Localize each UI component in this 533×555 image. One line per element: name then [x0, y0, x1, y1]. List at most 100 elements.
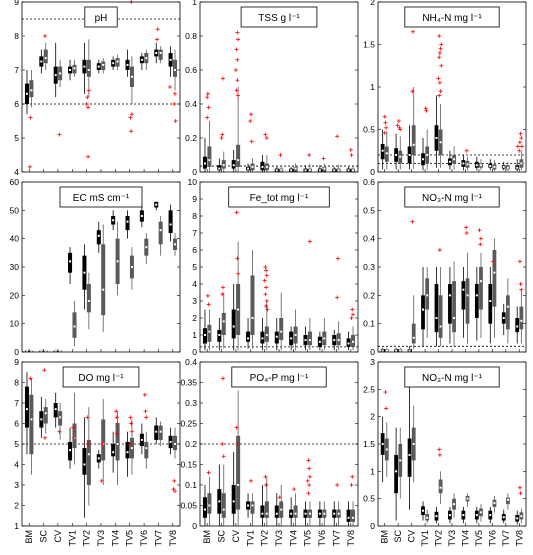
box-tv5-s1: [125, 210, 130, 239]
outlier-marker: [397, 125, 402, 130]
outlier-marker: [234, 425, 239, 430]
panel-title-box: [62, 366, 140, 388]
box-body: [279, 318, 284, 341]
box-body: [250, 501, 255, 514]
y-tick-label: 0: [192, 521, 197, 531]
box-tv6-s1: [317, 331, 322, 351]
box-tv5-s1: [303, 165, 308, 172]
y-tick-label: 1: [14, 521, 19, 531]
x-tick-label: TV3: [447, 530, 457, 547]
y-tick-label: 0.5: [363, 205, 375, 215]
median-marker: [439, 325, 442, 328]
outlier-marker: [70, 425, 75, 430]
median-marker: [44, 412, 47, 415]
outlier-marker: [42, 435, 47, 440]
box-sc-s1: [39, 396, 44, 438]
box-tv1-s1: [68, 59, 73, 81]
panel-title: NO₃-N mg l⁻¹: [422, 193, 483, 204]
box-body: [264, 501, 269, 518]
box-tv6-s1: [317, 165, 322, 172]
median-marker: [489, 514, 492, 517]
median-marker: [506, 166, 509, 169]
box-tv6-s1: [488, 267, 493, 344]
median-marker: [232, 164, 235, 167]
outlier-marker: [205, 91, 210, 96]
outlier-marker: [517, 140, 522, 145]
outlier-marker: [519, 144, 524, 149]
box-body: [438, 295, 443, 338]
outlier-marker: [42, 368, 47, 373]
median-marker: [385, 152, 388, 155]
box-cv-s2: [411, 87, 416, 169]
median-marker: [395, 349, 398, 352]
outlier-marker: [384, 406, 389, 411]
box-body: [173, 59, 178, 77]
median-marker: [261, 512, 264, 515]
box-tv7-s1: [501, 303, 506, 335]
outlier-marker: [349, 483, 354, 487]
outlier-marker: [172, 91, 177, 96]
box-tv3-s1: [448, 506, 452, 524]
box-tv1-s1: [68, 427, 73, 469]
median-marker: [102, 288, 105, 291]
y-tick-label: 2: [14, 501, 19, 511]
x-tick-label: BM: [380, 530, 390, 544]
median-marker: [203, 162, 206, 165]
outlier-marker: [264, 136, 269, 140]
box-tv3-s2: [101, 58, 106, 74]
box-tv8-s2: [519, 150, 524, 171]
box-tv3-s1: [448, 267, 452, 344]
y-tick-label: 0.2: [185, 133, 197, 143]
median-marker: [73, 67, 76, 70]
x-tick-label: BM: [202, 530, 212, 544]
y-tick-label: 0.1: [363, 319, 375, 329]
x-tick-label: BM: [24, 530, 34, 544]
box-tv2-s2: [438, 267, 443, 347]
median-marker: [251, 165, 254, 168]
box-tv4-s2: [293, 493, 298, 526]
y-tick-label: 40: [10, 234, 20, 244]
box-tv5-s1: [303, 326, 308, 351]
box-tv1-s1: [421, 501, 425, 521]
box-tv7-s1: [154, 201, 159, 211]
box-body: [53, 403, 58, 418]
median-marker: [462, 288, 465, 291]
box-tv8-s1: [515, 159, 520, 172]
y-tick-label: 0.6: [363, 177, 375, 187]
y-tick-label: 0: [192, 347, 197, 357]
x-tick-label: CV: [53, 530, 63, 543]
y-tick-label: 1: [192, 330, 197, 340]
box-body: [438, 479, 443, 494]
outlier-marker: [236, 93, 241, 98]
box-tv6-s2: [322, 318, 327, 351]
median-marker: [30, 89, 33, 92]
box-tv4-s1: [289, 166, 294, 172]
y-tick-label: 0.3: [363, 262, 375, 272]
x-tick-label: CV: [231, 530, 241, 543]
box-tv2-s1: [82, 244, 87, 310]
box-tv2-s2: [264, 155, 269, 172]
outlier-marker: [307, 474, 312, 479]
median-marker: [308, 512, 311, 515]
outlier-marker: [464, 225, 469, 230]
box-tv4-s1: [461, 506, 466, 524]
box-tv3-s2: [452, 493, 456, 518]
median-marker: [218, 334, 221, 336]
box-body: [144, 441, 149, 459]
outlier-marker: [519, 136, 524, 140]
outlier-marker: [335, 134, 340, 139]
median-marker: [159, 430, 162, 433]
box-bm-s2: [384, 131, 389, 170]
box-body: [207, 146, 212, 167]
outlier-marker: [129, 429, 134, 434]
box-tv7-s2: [336, 501, 341, 526]
box-tv4-s1: [461, 267, 466, 338]
y-tick-label: 3: [370, 357, 375, 367]
box-cv-s1: [231, 452, 236, 526]
median-marker: [453, 158, 456, 161]
outlier-marker: [235, 256, 240, 261]
box-tv3-s2: [452, 261, 456, 347]
median-marker: [222, 508, 225, 511]
box-tv4-s2: [465, 493, 470, 507]
y-tick-label: 0.05: [180, 501, 197, 511]
